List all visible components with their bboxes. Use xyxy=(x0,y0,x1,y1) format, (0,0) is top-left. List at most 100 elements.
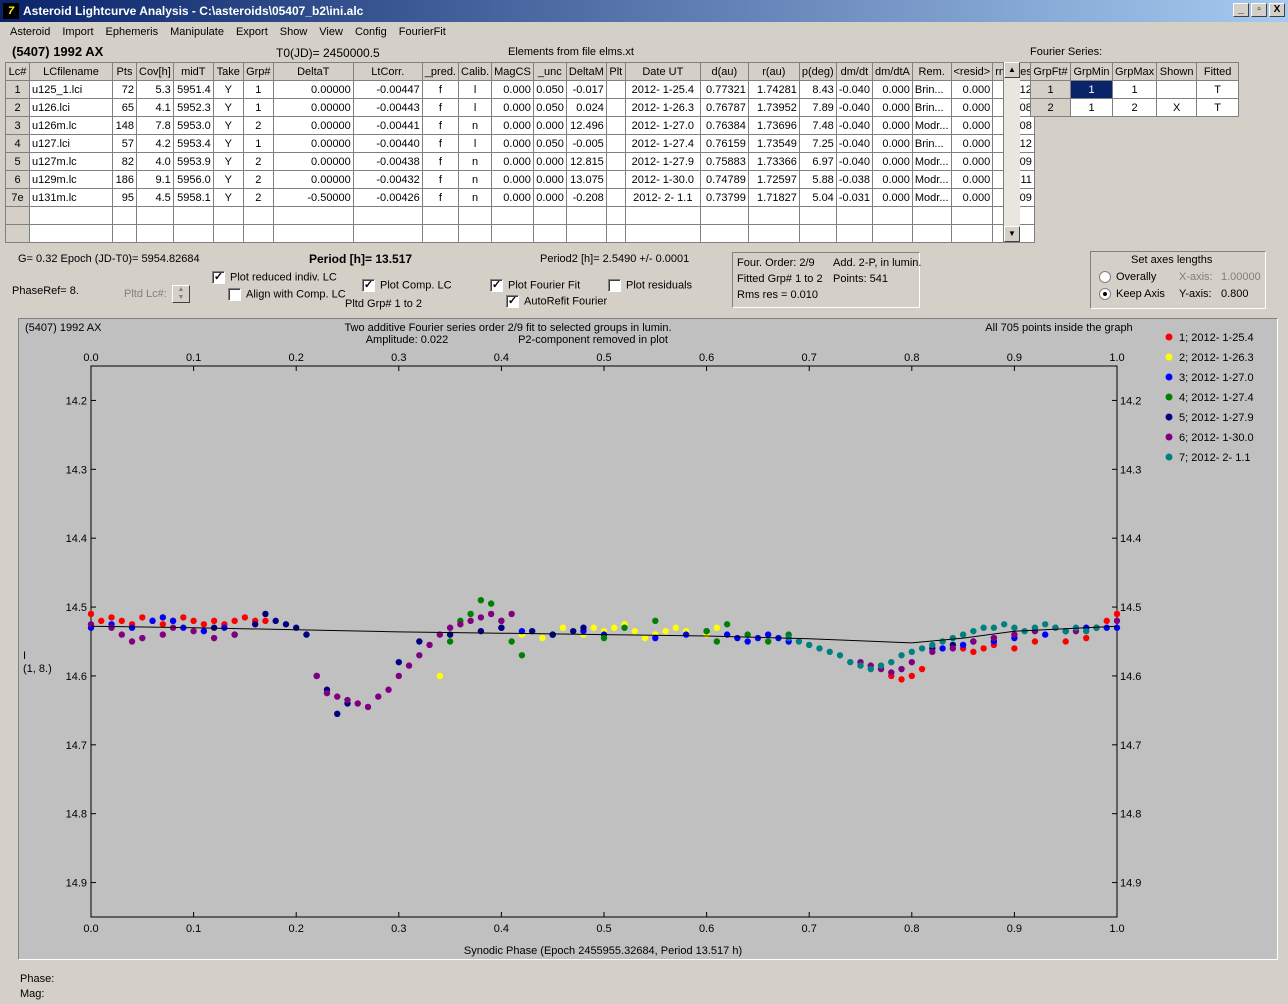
table-cell[interactable]: f xyxy=(421,152,460,171)
table-cell[interactable]: 6.97 xyxy=(798,152,837,171)
x-axis-value[interactable]: 1.00000 xyxy=(1221,271,1261,283)
table-cell[interactable]: 82 xyxy=(112,152,137,171)
table-cell[interactable]: l xyxy=(457,80,493,99)
menu-view[interactable]: View xyxy=(319,26,343,38)
pltd-lc-spinner[interactable]: ▲ ▼ xyxy=(172,285,190,303)
table-cell[interactable]: Y xyxy=(212,170,244,189)
table-cell[interactable]: 5.3 xyxy=(136,80,174,99)
table-cell[interactable] xyxy=(136,224,174,243)
table-cell[interactable]: 148 xyxy=(112,116,137,135)
table-cell[interactable]: -0.005 xyxy=(565,134,607,153)
table-cell[interactable] xyxy=(624,206,701,225)
table-cell[interactable] xyxy=(112,206,137,225)
fourier-cell[interactable]: 2 xyxy=(1030,98,1071,117)
table-cell[interactable]: 7.8 xyxy=(136,116,174,135)
table-cell[interactable]: Modr... xyxy=(911,170,952,189)
menu-import[interactable]: Import xyxy=(62,26,94,38)
table-cell[interactable] xyxy=(532,206,567,225)
table-cell[interactable]: 5.04 xyxy=(798,188,837,207)
fourier-cell[interactable]: T xyxy=(1196,80,1240,99)
row-header[interactable]: 6 xyxy=(5,170,30,189)
table-cell[interactable]: -0.040 xyxy=(835,98,874,117)
table-cell[interactable]: 5953.9 xyxy=(172,152,214,171)
table-cell[interactable]: -0.040 xyxy=(835,152,874,171)
table-cell[interactable]: 2012- 1-26.3 xyxy=(624,98,701,117)
menu-show[interactable]: Show xyxy=(279,26,308,38)
fourier-column-header[interactable]: GrpMax xyxy=(1111,62,1158,81)
table-row[interactable]: 5 u127m.lc 82 4.0 5953.9 Y 2 0.00000 -0.00438 f n 0… xyxy=(5,152,1035,171)
table-cell[interactable]: 0.000 xyxy=(950,116,994,135)
table-cell[interactable]: f xyxy=(421,116,460,135)
table-cell[interactable] xyxy=(242,224,274,243)
table-cell[interactable]: 2012- 1-27.9 xyxy=(624,152,701,171)
table-cell[interactable] xyxy=(421,224,460,243)
table-cell[interactable] xyxy=(212,206,244,225)
table-cell[interactable]: 4.5 xyxy=(136,188,174,207)
table-cell[interactable]: 7.25 xyxy=(798,134,837,153)
table-cell[interactable] xyxy=(605,152,626,171)
align-comp-checkbox[interactable]: Align with Comp. LC xyxy=(228,288,346,301)
table-cell[interactable] xyxy=(911,224,952,243)
table-cell[interactable]: 2012- 1-25.4 xyxy=(624,80,701,99)
table-cell[interactable]: 0.000 xyxy=(872,80,913,99)
table-cell[interactable] xyxy=(798,206,837,225)
table-cell[interactable]: n xyxy=(457,152,493,171)
menu-ephemeris[interactable]: Ephemeris xyxy=(105,26,159,38)
table-cell[interactable]: -0.00432 xyxy=(352,170,423,189)
column-header[interactable]: LCfilename xyxy=(29,62,113,81)
row-header[interactable]: 1 xyxy=(5,80,30,99)
column-header[interactable]: midT xyxy=(172,62,214,81)
table-cell[interactable] xyxy=(605,224,626,243)
table-row[interactable]: 6 u129m.lc 186 9.1 5956.0 Y 2 0.00000 -0.00432 f n… xyxy=(5,170,1035,189)
table-cell[interactable] xyxy=(352,224,423,243)
column-header[interactable]: DeltaM xyxy=(565,62,607,81)
table-cell[interactable] xyxy=(491,206,534,225)
table-cell[interactable] xyxy=(5,224,30,243)
table-cell[interactable] xyxy=(112,224,137,243)
scroll-down-icon[interactable]: ▼ xyxy=(1004,226,1020,242)
table-cell[interactable]: 1 xyxy=(242,134,274,153)
row-header[interactable]: 2 xyxy=(5,98,30,117)
row-header[interactable]: 7e xyxy=(5,188,30,207)
table-cell[interactable]: u126m.lc xyxy=(29,116,113,135)
table-cell[interactable]: 0.00000 xyxy=(272,80,354,99)
table-cell[interactable] xyxy=(872,206,913,225)
table-cell[interactable]: 0.000 xyxy=(950,152,994,171)
table-cell[interactable]: -0.040 xyxy=(835,116,874,135)
table-cell[interactable] xyxy=(5,206,30,225)
table-cell[interactable]: -0.038 xyxy=(835,170,874,189)
table-cell[interactable]: u129m.lc xyxy=(29,170,113,189)
table-cell[interactable]: 4.2 xyxy=(136,134,174,153)
table-cell[interactable]: -0.040 xyxy=(835,134,874,153)
column-header[interactable]: Take xyxy=(212,62,244,81)
table-cell[interactable]: -0.031 xyxy=(835,188,874,207)
table-cell[interactable]: 0.77321 xyxy=(699,80,749,99)
table-cell[interactable] xyxy=(699,206,749,225)
table-cell[interactable]: f xyxy=(421,188,460,207)
table-cell[interactable]: 0.000 xyxy=(950,98,994,117)
table-cell[interactable]: 0.050 xyxy=(532,134,567,153)
row-header[interactable]: 4 xyxy=(5,134,30,153)
column-header[interactable]: dm/dt xyxy=(835,62,874,81)
table-cell[interactable]: Y xyxy=(212,116,244,135)
menu-manipulate[interactable]: Manipulate xyxy=(170,26,224,38)
column-header[interactable]: Rem. xyxy=(911,62,952,81)
table-cell[interactable]: 5958.1 xyxy=(172,188,214,207)
table-cell[interactable]: 0.000 xyxy=(950,134,994,153)
column-header[interactable]: _unc xyxy=(532,62,567,81)
table-cell[interactable]: -0.00441 xyxy=(352,116,423,135)
table-cell[interactable]: 0.000 xyxy=(872,188,913,207)
table-cell[interactable]: 1.73696 xyxy=(747,116,800,135)
table-cell[interactable]: Brin... xyxy=(911,98,952,117)
table-cell[interactable]: 0.000 xyxy=(491,134,534,153)
column-header[interactable]: Pts xyxy=(112,62,137,81)
table-cell[interactable]: 5953.0 xyxy=(172,116,214,135)
table-cell[interactable]: 0.000 xyxy=(491,116,534,135)
table-cell[interactable]: 0.000 xyxy=(950,188,994,207)
fourier-cell[interactable] xyxy=(1156,80,1198,99)
table-cell[interactable]: 2012- 2- 1.1 xyxy=(624,188,701,207)
close-button[interactable]: X xyxy=(1269,3,1285,17)
table-cell[interactable]: n xyxy=(457,170,493,189)
table-cell[interactable]: 1.73549 xyxy=(747,134,800,153)
table-cell[interactable] xyxy=(172,206,214,225)
